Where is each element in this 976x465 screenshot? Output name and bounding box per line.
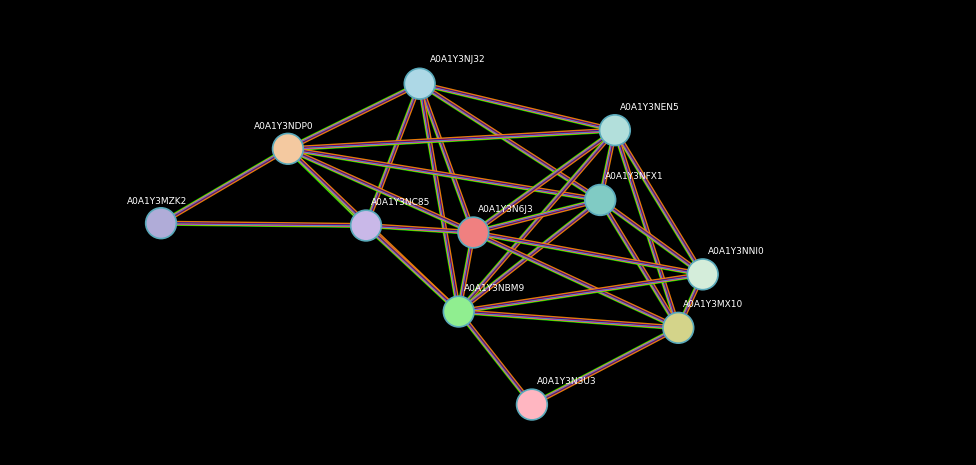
- Ellipse shape: [145, 208, 177, 239]
- Ellipse shape: [663, 312, 694, 343]
- Ellipse shape: [443, 296, 474, 327]
- Ellipse shape: [458, 217, 489, 248]
- Ellipse shape: [272, 133, 304, 164]
- Ellipse shape: [516, 389, 548, 420]
- Text: A0A1Y3NC85: A0A1Y3NC85: [371, 198, 430, 207]
- Text: A0A1Y3NBM9: A0A1Y3NBM9: [464, 284, 525, 293]
- Text: A0A1Y3NJ32: A0A1Y3NJ32: [429, 55, 485, 64]
- Ellipse shape: [585, 185, 616, 215]
- Text: A0A1Y3N3U3: A0A1Y3N3U3: [537, 377, 596, 386]
- Text: A0A1Y3NEN5: A0A1Y3NEN5: [620, 103, 679, 112]
- Ellipse shape: [350, 210, 382, 241]
- Text: A0A1Y3MX10: A0A1Y3MX10: [683, 300, 744, 309]
- Text: A0A1Y3NDP0: A0A1Y3NDP0: [254, 122, 313, 131]
- Text: A0A1Y3NNI0: A0A1Y3NNI0: [708, 247, 764, 256]
- Ellipse shape: [404, 68, 435, 99]
- Ellipse shape: [687, 259, 718, 290]
- Text: A0A1Y3MZK2: A0A1Y3MZK2: [127, 197, 187, 206]
- Ellipse shape: [599, 115, 630, 146]
- Text: A0A1Y3NFX1: A0A1Y3NFX1: [605, 173, 664, 181]
- Text: A0A1Y3N6J3: A0A1Y3N6J3: [478, 205, 534, 214]
